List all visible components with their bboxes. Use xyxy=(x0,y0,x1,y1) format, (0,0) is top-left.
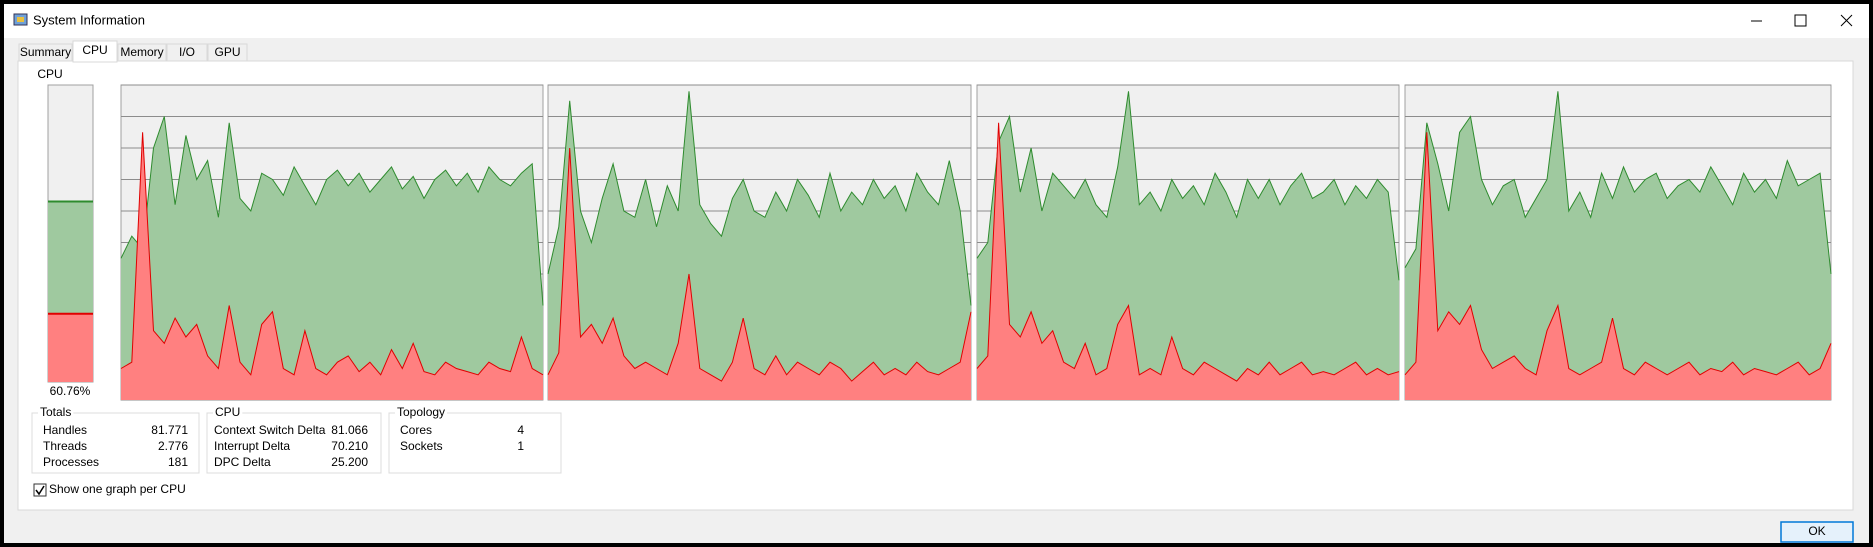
series-line xyxy=(976,122,1400,382)
area xyxy=(548,91,971,401)
ok-button-label[interactable]: OK xyxy=(1808,524,1825,538)
row-value: 1 xyxy=(517,439,524,453)
tab-label[interactable]: Memory xyxy=(120,45,163,59)
checkbox[interactable] xyxy=(33,483,47,497)
tab-label[interactable]: CPU xyxy=(82,43,107,57)
title-bar xyxy=(4,4,1869,38)
close-button[interactable] xyxy=(1840,14,1853,27)
group-title: Topology xyxy=(397,405,445,419)
row-value: 25.200 xyxy=(331,455,368,469)
row-label: Cores xyxy=(400,423,432,437)
series-line xyxy=(1404,91,1832,275)
tab[interactable] xyxy=(117,43,167,62)
checkbox-label[interactable]: Show one graph per CPU xyxy=(49,482,186,496)
app-icon xyxy=(13,13,28,26)
row-value: 81.066 xyxy=(331,423,368,437)
group-title: Totals xyxy=(40,405,71,419)
checkmark[interactable] xyxy=(35,485,45,496)
row-label: Processes xyxy=(43,455,99,469)
meter-label: CPU xyxy=(37,67,62,81)
ok-button[interactable] xyxy=(1780,521,1854,543)
area xyxy=(977,91,1399,401)
group-box xyxy=(388,412,562,474)
tab-label[interactable]: I/O xyxy=(179,45,195,59)
row-value: 2.776 xyxy=(158,439,188,453)
row-label: Handles xyxy=(43,423,87,437)
series-line xyxy=(120,132,544,376)
area xyxy=(1405,132,1831,401)
area xyxy=(121,132,543,401)
group-box xyxy=(31,412,200,474)
series-line xyxy=(120,116,544,306)
row-label: DPC Delta xyxy=(214,455,271,469)
area xyxy=(1405,91,1831,401)
group-title-bg xyxy=(38,405,74,420)
row-value: 81.771 xyxy=(151,423,188,437)
tab[interactable] xyxy=(166,43,208,62)
row-value: 181 xyxy=(168,455,188,469)
series-line xyxy=(976,91,1400,281)
row-label: Interrupt Delta xyxy=(214,439,290,453)
series-line xyxy=(547,147,972,382)
row-value: 70.210 xyxy=(331,439,368,453)
meter-value: 60.76% xyxy=(50,384,91,398)
group-title-bg xyxy=(395,405,448,420)
group-title-bg xyxy=(213,405,243,420)
meter-kernel xyxy=(48,313,93,382)
row-label: Sockets xyxy=(400,439,443,453)
area xyxy=(977,122,1399,401)
area xyxy=(548,148,971,400)
tab[interactable] xyxy=(207,43,248,62)
maximize-button[interactable] xyxy=(1794,14,1807,27)
group-box xyxy=(206,412,382,474)
tab[interactable] xyxy=(18,43,73,62)
series-line xyxy=(547,91,972,306)
window-title: System Information xyxy=(33,12,145,27)
row-label: Context Switch Delta xyxy=(214,423,326,437)
row-value: 4 xyxy=(517,423,524,437)
series-line xyxy=(1404,132,1832,376)
tab-label[interactable]: GPU xyxy=(214,45,240,59)
row-label: Threads xyxy=(43,439,87,453)
tab-label[interactable]: Summary xyxy=(20,45,71,59)
group-title: CPU xyxy=(215,405,240,419)
tab[interactable] xyxy=(72,40,118,63)
